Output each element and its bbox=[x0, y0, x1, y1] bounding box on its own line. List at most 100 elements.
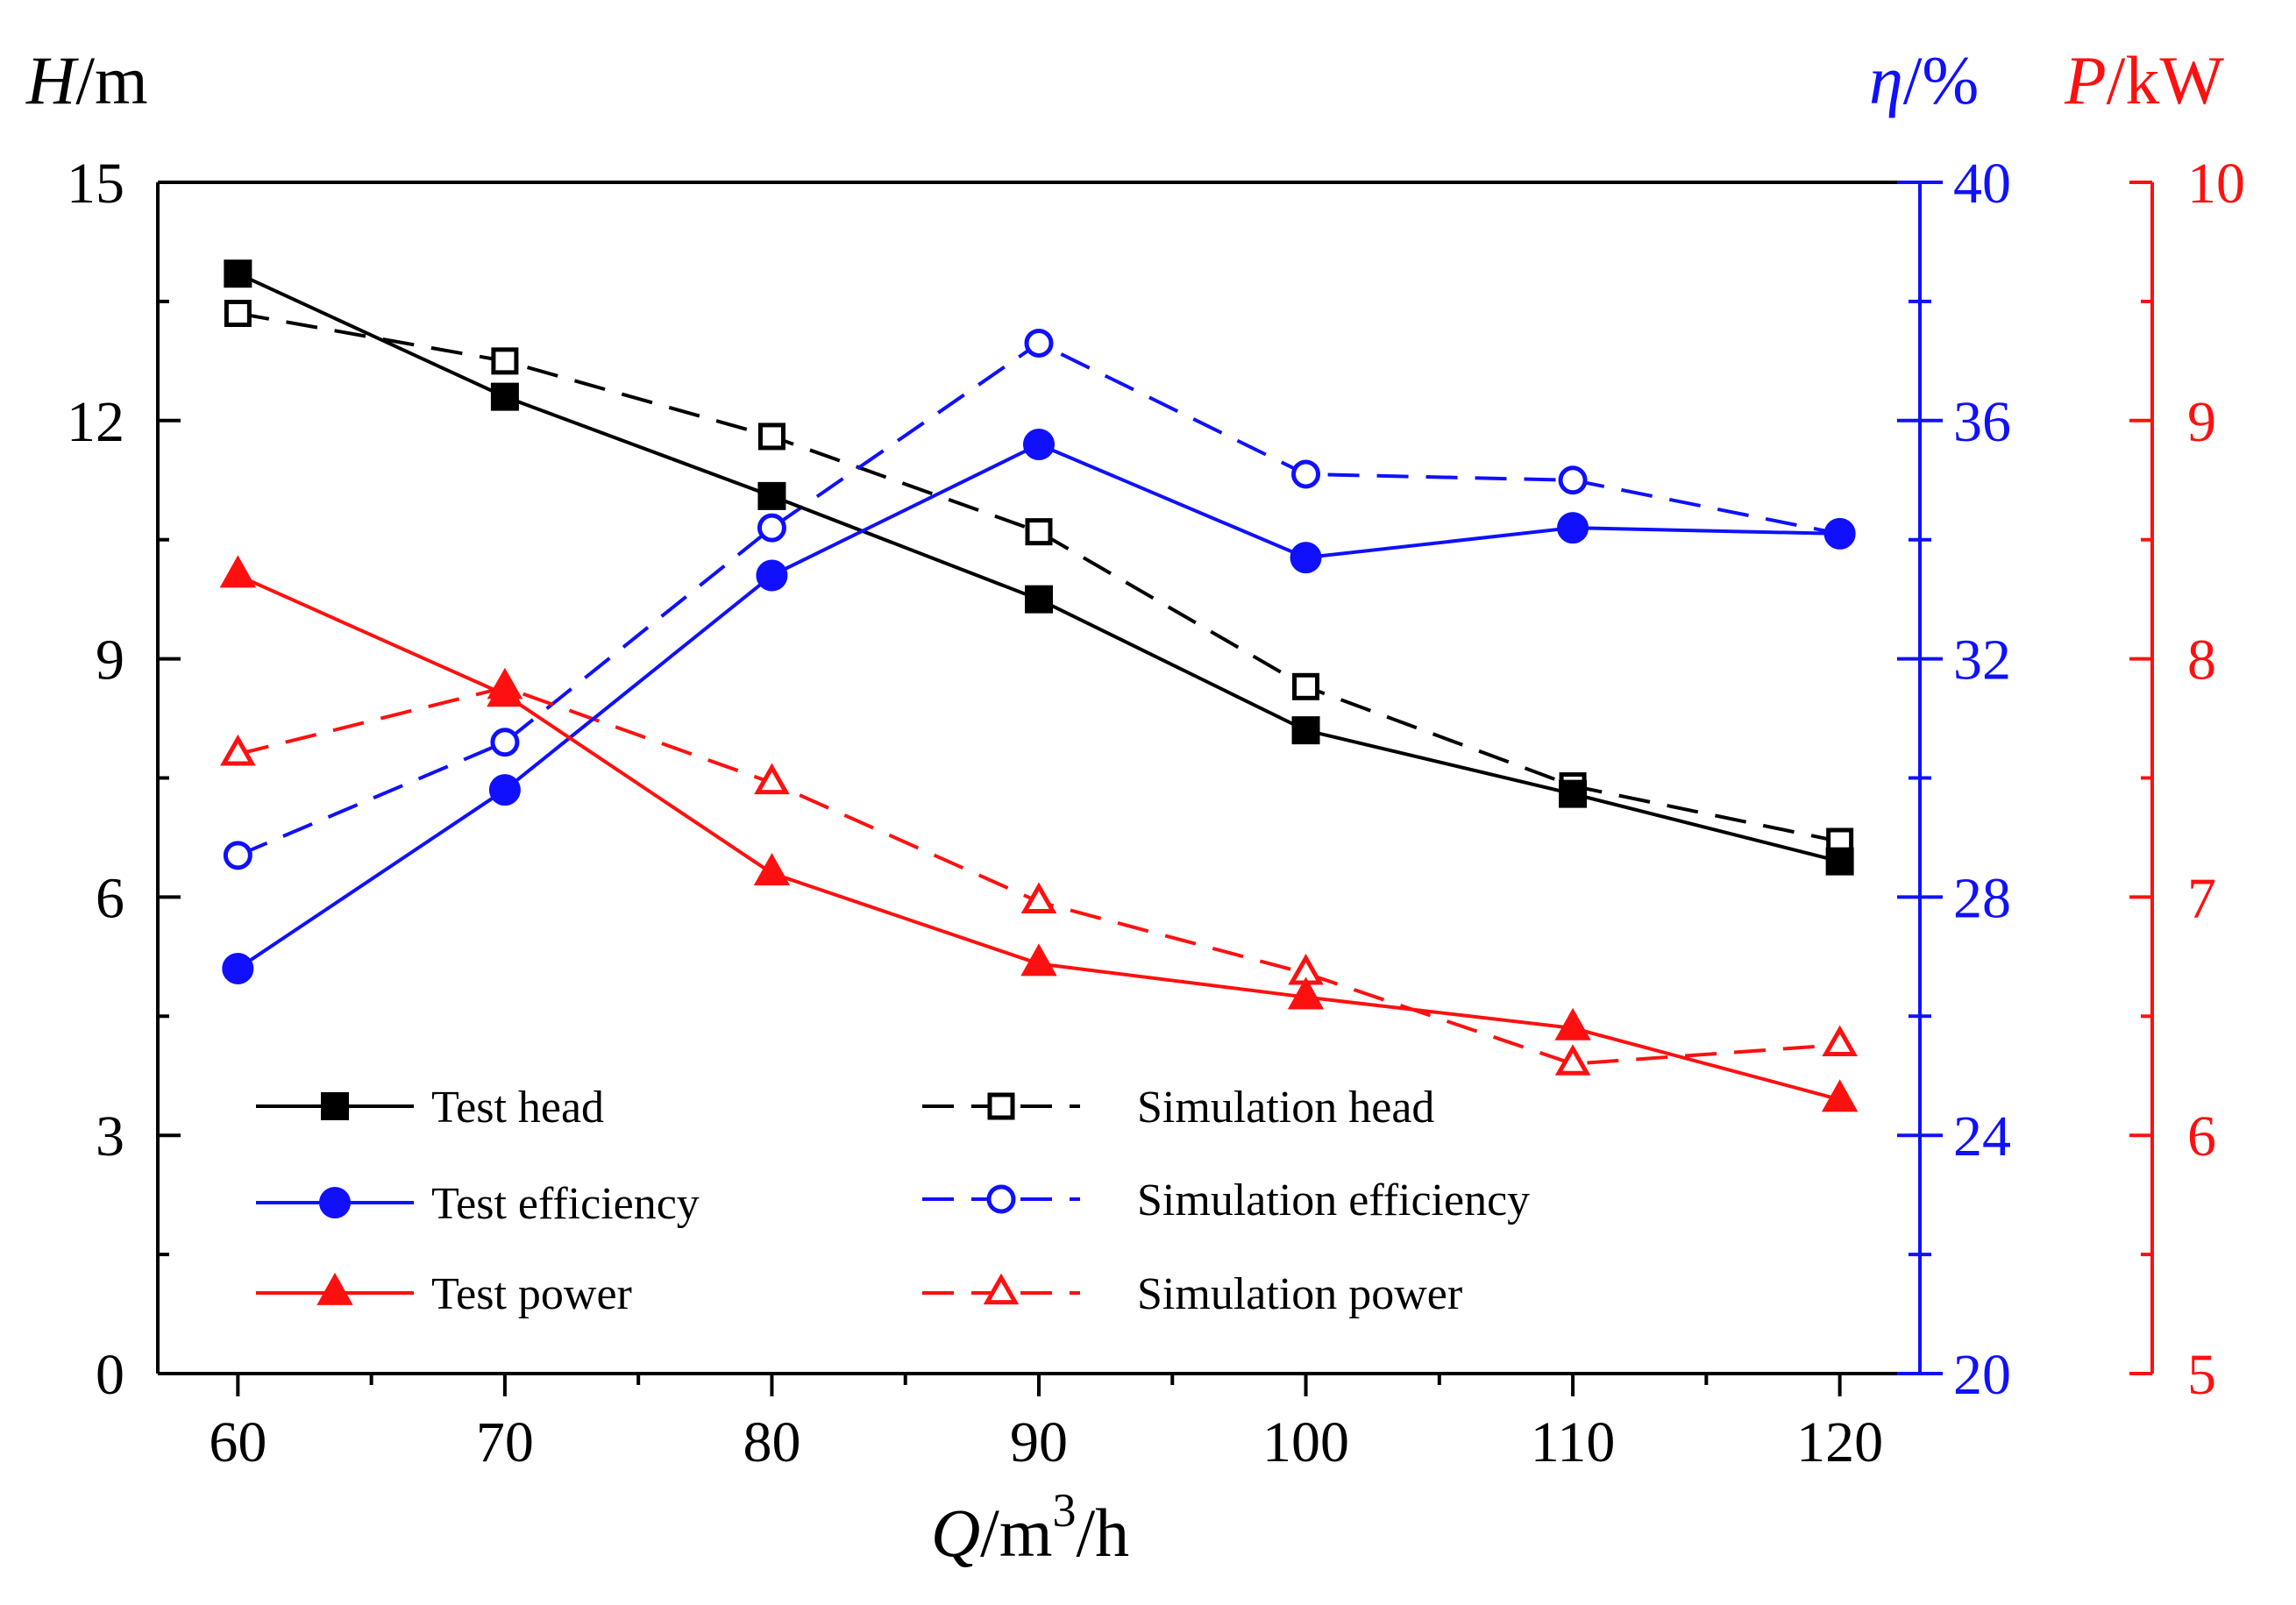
simulation-head-point bbox=[1292, 672, 1320, 700]
x-tick-label: 100 bbox=[1262, 1410, 1349, 1474]
test-head-point bbox=[1559, 779, 1588, 808]
efficiency-axis-var: η bbox=[1869, 42, 1903, 118]
legend-item-simulation-power: Simulation power bbox=[922, 1269, 1462, 1319]
test-head-point bbox=[757, 481, 786, 510]
efficiency-tick-label: 20 bbox=[1953, 1343, 2011, 1407]
test-efficiency-point bbox=[1290, 542, 1322, 574]
efficiency-tick-label: 32 bbox=[1953, 629, 2011, 692]
simulation-efficiency-point bbox=[1291, 459, 1321, 489]
axes-layer: 60 70 80 90 100 110 12003691215202428323640567… bbox=[67, 152, 2245, 1474]
test-power-point bbox=[1554, 1007, 1591, 1040]
power-axis-title: P/kW bbox=[2064, 42, 2224, 118]
x-tick-label: 90 bbox=[1010, 1410, 1068, 1474]
head-tick-label: 15 bbox=[67, 152, 124, 216]
x-tick-label: 80 bbox=[743, 1410, 800, 1474]
legend-marker bbox=[321, 1092, 349, 1120]
legend-marker bbox=[987, 1092, 1015, 1120]
legend-item-test-efficiency: Test efficiency bbox=[256, 1179, 700, 1229]
test-power-point bbox=[1287, 976, 1325, 1010]
simulation-power-point bbox=[220, 734, 256, 766]
test-efficiency-point bbox=[1023, 428, 1055, 460]
simulation-efficiency-point bbox=[1024, 328, 1054, 358]
test-power-point bbox=[1821, 1079, 1859, 1112]
efficiency-tick-label: 28 bbox=[1953, 866, 2011, 930]
simulation-head-point bbox=[491, 347, 519, 375]
legend-marker bbox=[319, 1187, 351, 1218]
simulation-head-point bbox=[1025, 518, 1053, 546]
simulation-power-point bbox=[754, 763, 790, 795]
head-axis-var: H bbox=[25, 42, 79, 118]
test-head-point bbox=[224, 259, 252, 288]
test-efficiency-point bbox=[222, 952, 254, 984]
x-axis-unit-pre: /m bbox=[980, 1495, 1052, 1571]
test-power-series bbox=[219, 555, 1859, 1112]
head-axis-title: H/m bbox=[25, 42, 148, 118]
efficiency-axis-unit: /% bbox=[1903, 42, 1980, 118]
simulation-power-series bbox=[220, 667, 1858, 1076]
test-head-series bbox=[224, 259, 1854, 876]
x-axis-title: Q/m3/h bbox=[931, 1484, 1129, 1571]
head-axis-unit: /m bbox=[75, 42, 147, 118]
legend-marker bbox=[316, 1272, 353, 1305]
efficiency-tick-label: 40 bbox=[1953, 152, 2011, 216]
simulation-power-point bbox=[1554, 1044, 1591, 1076]
legend-label: Test head bbox=[431, 1083, 604, 1133]
test-power-line bbox=[237, 573, 1841, 1102]
x-axis-unit-post: /h bbox=[1077, 1495, 1130, 1571]
efficiency-tick-label: 36 bbox=[1953, 390, 2011, 454]
head-tick-label: 9 bbox=[96, 629, 124, 692]
head-tick-label: 3 bbox=[96, 1104, 124, 1168]
series-layer bbox=[219, 259, 1859, 1112]
simulation-power-point bbox=[1822, 1025, 1858, 1057]
legend-item-simulation-efficiency: Simulation efficiency bbox=[922, 1175, 1530, 1225]
test-efficiency-point bbox=[1823, 517, 1856, 550]
legend-item-simulation-head: Simulation head bbox=[922, 1083, 1434, 1133]
efficiency-tick-label: 24 bbox=[1953, 1104, 2011, 1168]
simulation-head-point bbox=[757, 423, 785, 451]
legend: Test head Test efficiency Test power Simula… bbox=[256, 1083, 1530, 1319]
simulation-head-line bbox=[238, 311, 1841, 843]
simulation-head-series bbox=[224, 299, 1854, 856]
x-tick-label: 120 bbox=[1796, 1410, 1883, 1474]
legend-label: Test efficiency bbox=[431, 1179, 700, 1229]
test-head-point bbox=[1025, 585, 1053, 614]
power-tick-label: 8 bbox=[2187, 629, 2216, 692]
test-power-point bbox=[219, 555, 257, 588]
test-power-point bbox=[487, 674, 523, 707]
test-head-line bbox=[237, 272, 1841, 863]
x-tick-label: 70 bbox=[476, 1410, 534, 1474]
head-tick-label: 12 bbox=[67, 390, 124, 454]
x-tick-label: 60 bbox=[209, 1410, 267, 1474]
legend-label: Simulation head bbox=[1137, 1083, 1434, 1133]
legend-label: Simulation power bbox=[1137, 1269, 1462, 1319]
test-power-point bbox=[753, 853, 791, 886]
head-tick-label: 0 bbox=[96, 1343, 124, 1407]
legend-item-test-power: Test power bbox=[256, 1269, 632, 1319]
power-tick-label: 6 bbox=[2187, 1104, 2216, 1168]
power-tick-label: 5 bbox=[2187, 1343, 2216, 1407]
test-head-point bbox=[1825, 847, 1854, 876]
x-axis-unit-sup: 3 bbox=[1053, 1484, 1077, 1537]
simulation-efficiency-point bbox=[223, 841, 252, 870]
test-head-point bbox=[490, 382, 519, 411]
power-tick-label: 7 bbox=[2187, 866, 2216, 930]
legend-marker bbox=[983, 1273, 1020, 1305]
x-axis-var: Q bbox=[931, 1495, 980, 1571]
simulation-efficiency-point bbox=[757, 513, 786, 543]
test-efficiency-point bbox=[488, 774, 521, 806]
x-tick-label: 110 bbox=[1531, 1410, 1616, 1474]
simulation-efficiency-point bbox=[490, 728, 520, 757]
legend-item-test-head: Test head bbox=[256, 1083, 604, 1133]
simulation-power-line bbox=[237, 685, 1840, 1066]
simulation-head-point bbox=[224, 299, 252, 327]
simulation-efficiency-point bbox=[1558, 465, 1588, 495]
test-head-point bbox=[1291, 716, 1320, 745]
test-efficiency-point bbox=[1557, 512, 1589, 544]
power-tick-label: 9 bbox=[2187, 390, 2216, 454]
power-axis-var: P bbox=[2064, 42, 2107, 118]
power-tick-label: 10 bbox=[2187, 152, 2245, 216]
simulation-efficiency-series bbox=[223, 328, 1855, 870]
power-axis-unit: /kW bbox=[2107, 42, 2225, 118]
simulation-power-point bbox=[1020, 882, 1057, 913]
